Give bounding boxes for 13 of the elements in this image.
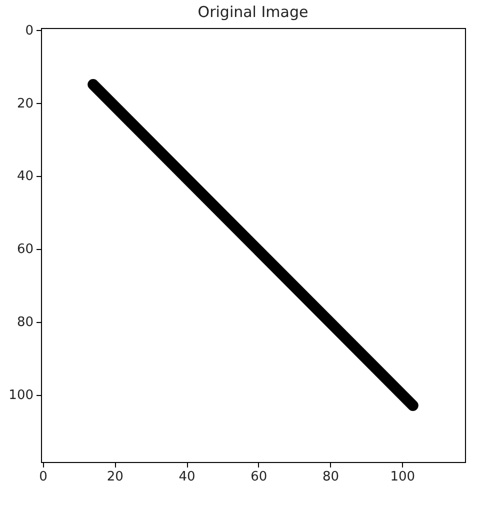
x-tick-label: 60 [250,470,268,484]
y-tick-label: 60 [16,242,34,258]
x-tick-label: 40 [178,470,196,484]
y-tick-label: 20 [16,96,34,112]
x-tick-label: 20 [106,470,124,484]
y-tick-label: 0 [25,23,34,38]
x-tick-label: 80 [322,470,340,484]
y-tick-label: 40 [16,169,34,184]
y-tick-label: 100 [8,388,34,404]
x-tick-label: 100 [390,470,416,484]
y-tick-label: 80 [16,315,34,330]
chart-title: Original Image [198,2,308,21]
x-tick-label: 0 [39,470,48,484]
